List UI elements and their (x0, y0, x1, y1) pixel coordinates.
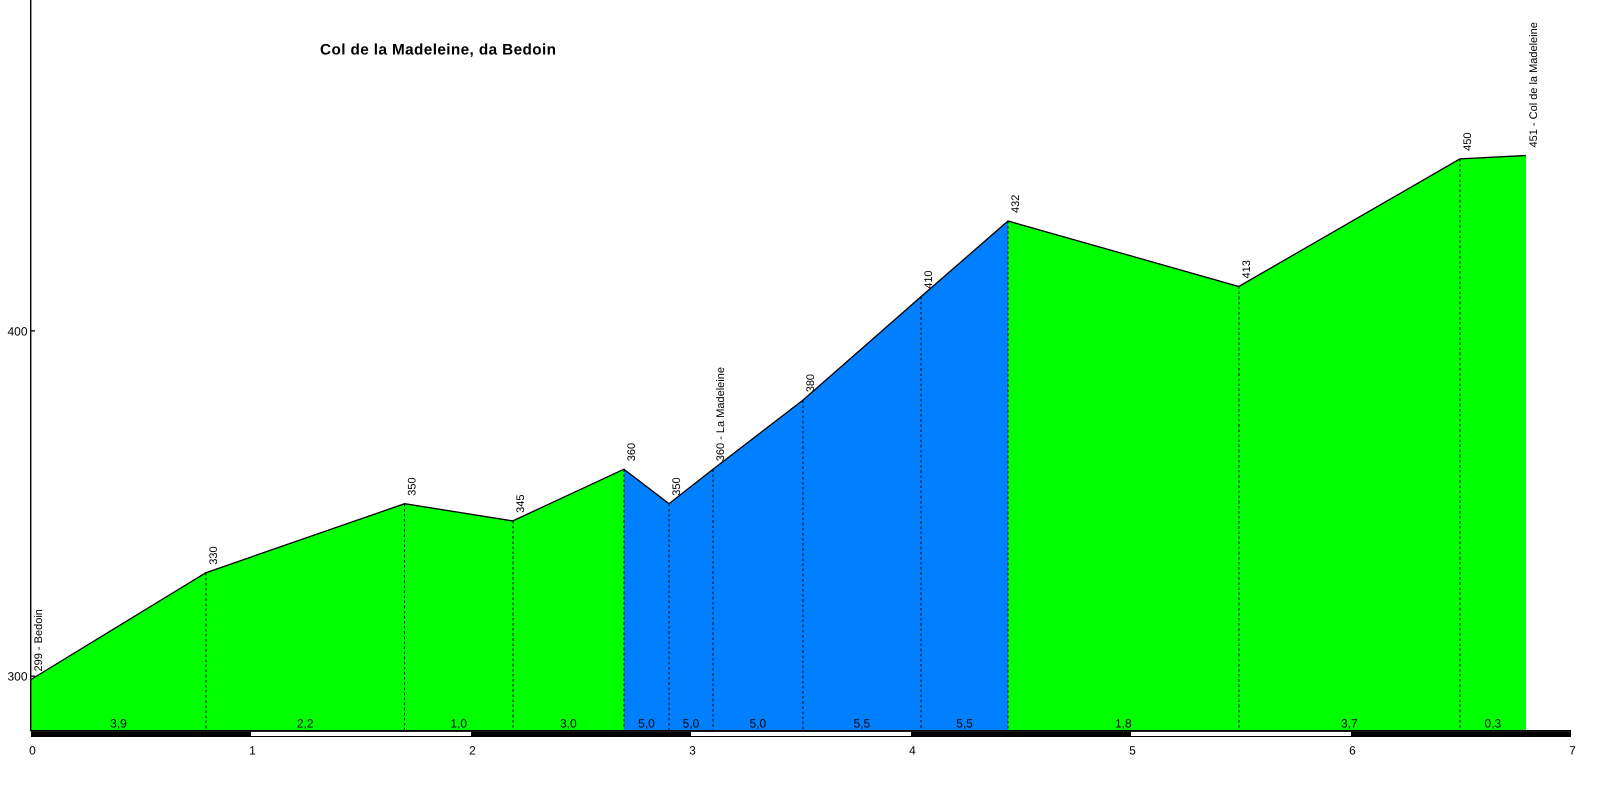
svg-text:7: 7 (1569, 744, 1576, 758)
svg-text:1: 1 (249, 744, 256, 758)
svg-text:5: 5 (1129, 744, 1136, 758)
svg-text:4: 4 (909, 744, 916, 758)
svg-text:5,0: 5,0 (638, 717, 655, 731)
svg-text:299 - Bedoin: 299 - Bedoin (33, 609, 45, 671)
svg-text:5,0: 5,0 (750, 717, 767, 731)
svg-text:6: 6 (1349, 744, 1356, 758)
svg-text:300: 300 (7, 670, 27, 684)
svg-text:3,7: 3,7 (1341, 717, 1358, 731)
svg-text:5,5: 5,5 (853, 717, 870, 731)
svg-text:0,3: 0,3 (1485, 717, 1502, 731)
svg-text:345: 345 (515, 495, 527, 513)
svg-text:3: 3 (689, 744, 696, 758)
svg-text:0: 0 (29, 744, 36, 758)
svg-text:350: 350 (407, 477, 419, 495)
svg-text:410: 410 (923, 270, 935, 288)
svg-text:1,8: 1,8 (1115, 717, 1132, 731)
svg-text:380: 380 (805, 374, 817, 392)
svg-text:5,0: 5,0 (683, 717, 700, 731)
svg-text:451 - Col de la Madeleine: 451 - Col de la Madeleine (1528, 22, 1540, 147)
svg-text:400: 400 (7, 324, 27, 338)
svg-text:Col de la Madeleine, da Bedoin: Col de la Madeleine, da Bedoin (320, 41, 556, 58)
svg-text:3,9: 3,9 (110, 717, 127, 731)
svg-text:2: 2 (469, 744, 476, 758)
svg-text:330: 330 (208, 546, 220, 564)
svg-text:360 - La Madeleine: 360 - La Madeleine (715, 367, 727, 461)
svg-text:350: 350 (671, 477, 683, 495)
svg-text:2,2: 2,2 (297, 717, 314, 731)
svg-text:360: 360 (626, 443, 638, 461)
svg-text:1,0: 1,0 (450, 717, 467, 731)
svg-text:413: 413 (1241, 260, 1253, 278)
svg-text:3,0: 3,0 (560, 717, 577, 731)
svg-text:432: 432 (1010, 195, 1022, 213)
svg-text:5,5: 5,5 (956, 717, 973, 731)
svg-text:450: 450 (1462, 133, 1474, 151)
